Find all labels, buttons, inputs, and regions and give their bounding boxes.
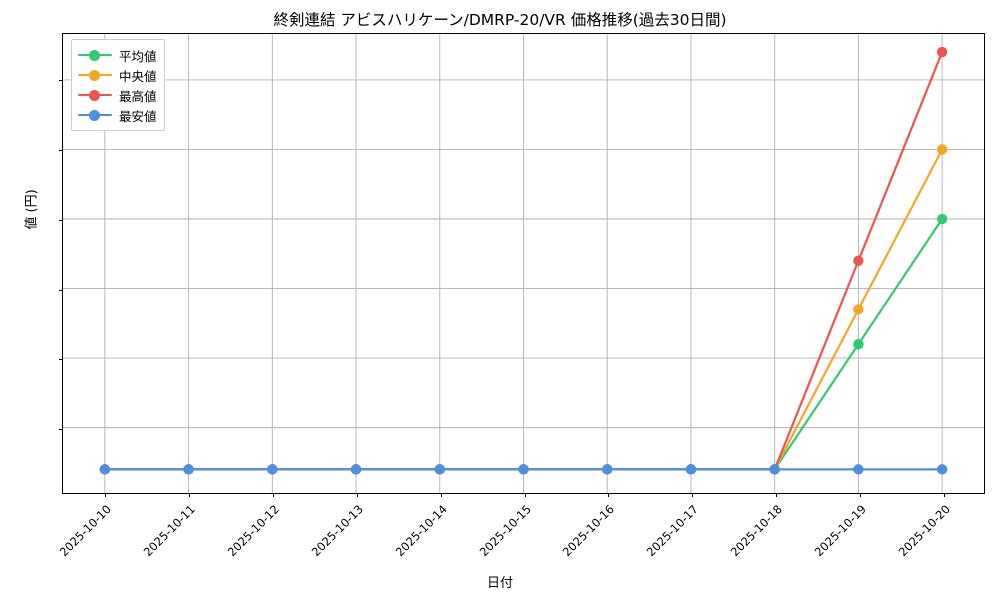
legend-item-2[interactable]: 中央値 — [78, 65, 157, 85]
data-point-marker — [685, 464, 697, 475]
data-point-marker — [853, 304, 864, 315]
y-axis-label: 値 (円) — [24, 189, 40, 230]
x-tick-mark — [608, 493, 610, 497]
x-tick-mark — [524, 493, 526, 497]
data-point-marker — [853, 464, 864, 475]
legend-item-1[interactable]: 平均値 — [78, 45, 157, 65]
data-series-layer — [99, 46, 948, 475]
grid-lines — [63, 34, 984, 493]
y-tick-mark — [59, 359, 63, 361]
data-point-marker — [769, 464, 780, 475]
x-tick-mark — [356, 493, 358, 497]
data-point-marker — [518, 464, 529, 475]
x-tick-mark — [860, 493, 862, 497]
legend-label: 最安値 — [119, 108, 157, 124]
series-2 — [99, 144, 948, 475]
y-tick-mark — [59, 289, 63, 291]
x-tick-mark — [272, 493, 274, 497]
data-point-marker — [936, 144, 948, 155]
data-point-marker — [936, 213, 948, 225]
data-point-marker — [853, 338, 864, 350]
legend-marker-icon — [78, 108, 112, 122]
plot-area: 平均値中央値最高値最安値 — [59, 33, 985, 497]
data-point-marker — [936, 46, 948, 58]
legend-marker-icon — [78, 48, 112, 62]
data-point-marker — [183, 464, 194, 475]
series-line — [103, 148, 944, 471]
data-point-marker — [434, 464, 445, 475]
legend-item-3[interactable]: 最高値 — [78, 85, 157, 105]
y-tick-mark — [59, 149, 63, 151]
data-point-marker — [853, 255, 864, 266]
x-tick-mark — [776, 493, 778, 497]
legend-marker-icon — [78, 68, 112, 82]
x-axis-label: 日付 — [486, 576, 513, 591]
chart-legend: 平均値中央値最高値最安値 — [71, 39, 165, 131]
x-tick-mark — [692, 493, 694, 497]
x-tick-mark — [104, 493, 106, 497]
data-point-marker — [602, 464, 613, 475]
legend-item-4[interactable]: 最安値 — [78, 105, 157, 125]
data-point-marker — [350, 464, 362, 475]
x-tick-mark — [440, 493, 442, 497]
series-3 — [99, 46, 948, 475]
x-tick-mark — [944, 493, 946, 497]
y-tick-mark — [59, 80, 63, 82]
chart-title: 終剣連結 アビスハリケーン/DMRP-20/VR 価格推移(過去30日間) — [273, 11, 727, 29]
legend-label: 中央値 — [119, 68, 157, 84]
data-point-marker — [936, 464, 948, 475]
series-line — [103, 217, 944, 471]
x-tick-mark — [188, 493, 190, 497]
data-point-marker — [267, 464, 278, 475]
series-1 — [99, 213, 948, 475]
legend-label: 最高値 — [119, 88, 157, 104]
y-tick-mark — [59, 219, 63, 221]
data-point-marker — [99, 464, 111, 475]
y-tick-mark — [59, 429, 63, 431]
legend-marker-icon — [78, 88, 112, 102]
series-4 — [99, 464, 948, 475]
legend-label: 平均値 — [119, 48, 157, 64]
